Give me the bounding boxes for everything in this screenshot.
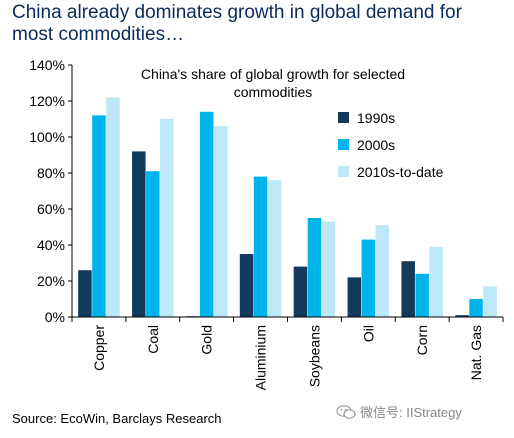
legend-swatch — [338, 166, 349, 177]
legend-swatch — [338, 112, 349, 123]
bar — [483, 286, 497, 317]
x-tick-label: Aluminium — [253, 325, 269, 390]
legend-label: 1990s — [357, 110, 395, 126]
bar — [239, 254, 254, 317]
legend-swatch — [338, 139, 349, 150]
watermark: 微信号: IIStrategy — [336, 402, 462, 421]
wechat-icon — [336, 404, 356, 419]
bar — [267, 180, 282, 317]
bar — [307, 218, 322, 317]
bar-chart: China's share of global growth for selec… — [29, 57, 504, 390]
y-tick-label: 100% — [29, 129, 65, 145]
x-tick-label: Corn — [414, 325, 430, 355]
bar-series — [78, 97, 497, 318]
y-tick-label: 0% — [45, 309, 65, 325]
source-note: Source: EcoWin, Barclays Research — [12, 411, 222, 426]
bar — [293, 266, 308, 317]
x-tick-label: Soybeans — [306, 325, 322, 387]
y-tick-label: 120% — [29, 93, 65, 109]
x-tick-label: Copper — [91, 325, 107, 371]
bar — [92, 115, 106, 318]
y-tick-label: 80% — [37, 165, 65, 181]
watermark-text: 微信号: IIStrategy — [360, 405, 462, 420]
bar — [347, 277, 362, 317]
bar — [146, 171, 160, 317]
bar — [213, 126, 228, 317]
bar — [401, 261, 415, 317]
x-axis: Copper Coal Gold Aluminium Soybeans Oil Corn Na… — [71, 316, 504, 390]
x-tick-label: Nat. Gas — [468, 325, 484, 380]
bar — [469, 299, 483, 317]
bar — [455, 315, 469, 317]
bar — [321, 221, 336, 317]
bar — [415, 273, 429, 317]
chart-headline: China already dominates growth in global… — [12, 2, 462, 45]
x-tick-label: Gold — [199, 325, 215, 355]
chart-title-line: China's share of global growth for selec… — [141, 66, 405, 82]
y-tick-label: 20% — [37, 273, 65, 289]
bar — [429, 246, 443, 317]
x-tick-label: Coal — [145, 325, 161, 354]
bar — [132, 151, 146, 317]
legend-label: 2000s — [357, 137, 395, 153]
bar — [160, 119, 174, 317]
legend: 1990s 2000s 2010s-to-date — [338, 110, 444, 180]
bar — [78, 270, 92, 317]
bar — [375, 225, 390, 317]
bar — [106, 97, 120, 318]
chart-title: China's share of global growth for selec… — [141, 66, 405, 100]
y-tick-label: 60% — [37, 201, 65, 217]
y-tick-label: 40% — [37, 237, 65, 253]
x-tick-label: Oil — [360, 325, 376, 342]
legend-label: 2010s-to-date — [357, 164, 444, 180]
bar — [199, 111, 214, 317]
bar — [253, 176, 268, 317]
y-tick-label: 140% — [29, 57, 65, 73]
bar — [361, 239, 376, 317]
y-axis: 0% 20% 40% 60% 80% 100% 120% 140% — [29, 57, 73, 325]
chart-title-line: commodities — [234, 84, 313, 100]
